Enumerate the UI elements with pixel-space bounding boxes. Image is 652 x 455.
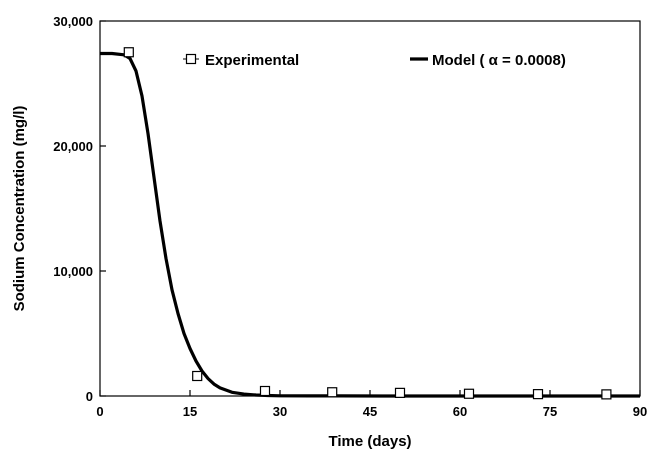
x-axis: 0 15 30 45 60 75 90 <box>96 390 647 419</box>
y-tick-label: 30,000 <box>53 14 93 29</box>
y-tick-label: 20,000 <box>53 139 93 154</box>
x-tick-label: 45 <box>363 404 377 419</box>
legend-experimental-marker <box>185 53 197 65</box>
plot-frame <box>99 20 641 397</box>
experimental-point <box>192 370 203 382</box>
legend-item-experimental: Experimental <box>183 52 299 69</box>
y-axis-title: Sodium Concentration (mg/l) <box>11 106 28 312</box>
legend-experimental-label: Experimental <box>205 52 299 69</box>
experimental-point <box>327 387 338 398</box>
experimental-markers <box>123 47 612 400</box>
x-tick-label: 15 <box>183 404 197 419</box>
experimental-point <box>394 387 406 398</box>
x-tick-label: 60 <box>453 404 467 419</box>
y-tick-label: 0 <box>86 389 93 404</box>
x-tick-label: 90 <box>633 404 647 419</box>
legend: Experimental Model ( α = 0.0008) <box>183 52 566 69</box>
x-tick-label: 0 <box>96 404 103 419</box>
x-tick-label: 30 <box>273 404 287 419</box>
experimental-point <box>123 47 134 58</box>
experimental-point <box>259 385 271 397</box>
x-tick-label: 75 <box>543 404 557 419</box>
x-axis-title: Time (days) <box>328 433 411 450</box>
legend-model-label: Model ( α = 0.0008) <box>432 52 566 69</box>
legend-item-model: Model ( α = 0.0008) <box>410 52 566 69</box>
experimental-point <box>463 388 475 399</box>
plot-area <box>99 20 641 397</box>
y-tick-label: 10,000 <box>53 264 93 279</box>
experimental-point <box>532 389 544 400</box>
model-curve <box>100 51 640 398</box>
y-axis: 0 10,000 20,000 30,000 <box>53 14 106 404</box>
experimental-point <box>601 389 612 400</box>
